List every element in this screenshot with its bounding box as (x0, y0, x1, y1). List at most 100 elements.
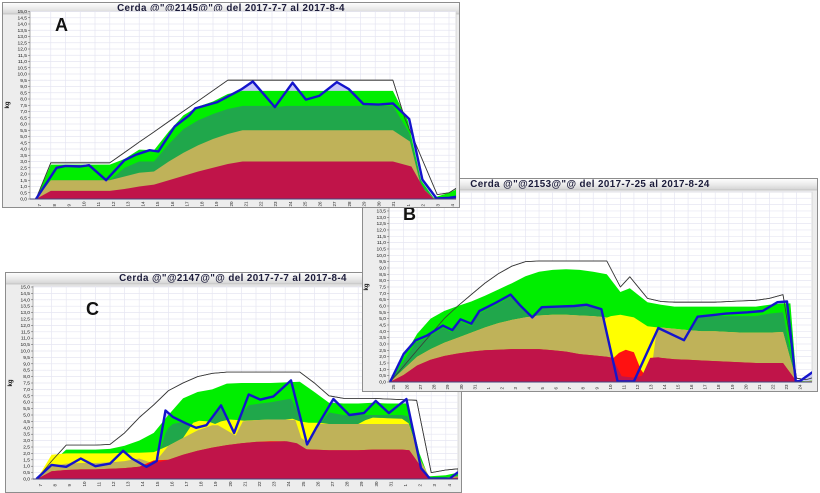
svg-text:2,0: 2,0 (379, 354, 386, 360)
svg-text:3,0: 3,0 (23, 438, 30, 444)
svg-text:1,5: 1,5 (23, 457, 30, 463)
svg-text:3,0: 3,0 (20, 159, 27, 165)
svg-text:4,5: 4,5 (20, 140, 27, 146)
svg-text:3,5: 3,5 (23, 432, 30, 438)
svg-text:22: 22 (258, 201, 263, 207)
svg-text:3,5: 3,5 (20, 153, 27, 159)
svg-text:13,0: 13,0 (376, 215, 386, 221)
svg-text:5,5: 5,5 (379, 310, 386, 316)
svg-text:1,0: 1,0 (20, 184, 27, 190)
svg-text:9,5: 9,5 (379, 259, 386, 265)
svg-text:13,0: 13,0 (20, 310, 30, 316)
svg-text:11,0: 11,0 (18, 59, 27, 65)
svg-text:13: 13 (648, 384, 653, 390)
svg-text:7,5: 7,5 (23, 381, 30, 387)
svg-text:0,5: 0,5 (379, 373, 386, 379)
svg-text:8,5: 8,5 (20, 90, 27, 96)
svg-text:1: 1 (406, 204, 411, 207)
svg-text:10,5: 10,5 (376, 246, 386, 252)
svg-text:11: 11 (96, 201, 101, 206)
svg-text:12: 12 (111, 481, 116, 487)
svg-text:25: 25 (301, 481, 306, 487)
svg-text:11: 11 (96, 481, 101, 486)
svg-text:7: 7 (38, 484, 43, 487)
svg-text:B: B (403, 204, 416, 224)
svg-text:24: 24 (288, 201, 293, 207)
svg-text:Cerda @"@2147@"@ del 2017-7-7: Cerda @"@2147@"@ del 2017-7-7 al 2017-8-… (119, 273, 347, 284)
svg-text:4,0: 4,0 (20, 147, 27, 153)
svg-text:29: 29 (445, 384, 450, 390)
svg-text:14,0: 14,0 (17, 22, 27, 28)
svg-text:8,0: 8,0 (23, 374, 30, 380)
svg-text:11,0: 11,0 (21, 336, 30, 342)
svg-text:12,5: 12,5 (17, 40, 27, 46)
svg-text:0,0: 0,0 (379, 380, 386, 386)
svg-text:2,5: 2,5 (379, 348, 386, 354)
svg-text:27: 27 (418, 384, 423, 390)
svg-text:4: 4 (447, 484, 452, 487)
svg-text:7: 7 (567, 387, 572, 390)
svg-text:26: 26 (315, 481, 320, 487)
svg-text:5,0: 5,0 (23, 413, 30, 419)
svg-text:11,0: 11,0 (377, 240, 386, 246)
svg-text:0,5: 0,5 (20, 190, 27, 196)
svg-text:9,0: 9,0 (379, 265, 386, 271)
svg-text:12,0: 12,0 (376, 227, 386, 233)
svg-text:1,0: 1,0 (23, 464, 30, 470)
svg-text:30: 30 (376, 201, 381, 207)
svg-text:13: 13 (126, 201, 131, 207)
svg-text:8: 8 (52, 204, 57, 207)
svg-text:6,0: 6,0 (379, 303, 386, 309)
svg-text:10: 10 (81, 201, 86, 207)
svg-text:1,5: 1,5 (379, 361, 386, 367)
svg-text:3: 3 (435, 204, 440, 207)
svg-text:31: 31 (388, 481, 393, 487)
svg-text:20: 20 (229, 201, 234, 207)
svg-text:9,0: 9,0 (20, 84, 27, 90)
svg-text:11,5: 11,5 (377, 234, 386, 240)
svg-text:2,0: 2,0 (23, 451, 30, 457)
svg-text:31: 31 (391, 201, 396, 207)
svg-text:16: 16 (169, 481, 174, 487)
svg-text:8: 8 (581, 387, 586, 390)
svg-text:1: 1 (403, 484, 408, 487)
svg-text:2,0: 2,0 (20, 172, 27, 178)
svg-text:23: 23 (272, 481, 277, 487)
svg-text:23: 23 (273, 201, 278, 207)
svg-text:27: 27 (332, 201, 337, 207)
svg-text:kg: kg (8, 379, 14, 386)
svg-text:3,0: 3,0 (379, 341, 386, 347)
svg-text:10,5: 10,5 (20, 342, 30, 348)
svg-text:1,5: 1,5 (20, 178, 27, 184)
svg-text:1: 1 (486, 387, 491, 390)
svg-text:0,0: 0,0 (20, 197, 27, 203)
svg-text:9: 9 (594, 387, 599, 390)
svg-text:10: 10 (82, 481, 87, 487)
svg-text:6: 6 (554, 387, 559, 390)
svg-text:20: 20 (228, 481, 233, 487)
svg-text:8: 8 (53, 484, 58, 487)
svg-text:A: A (55, 15, 68, 35)
svg-text:7: 7 (37, 204, 42, 207)
svg-text:6,0: 6,0 (20, 122, 27, 128)
svg-text:15,0: 15,0 (17, 9, 27, 15)
svg-text:5: 5 (540, 387, 545, 390)
svg-text:30: 30 (374, 481, 379, 487)
svg-text:2,5: 2,5 (23, 445, 30, 451)
svg-text:7,5: 7,5 (379, 284, 386, 290)
svg-text:5,5: 5,5 (20, 128, 27, 134)
svg-text:13,5: 13,5 (17, 28, 27, 34)
svg-text:2: 2 (499, 387, 504, 390)
svg-text:2: 2 (421, 204, 426, 207)
svg-text:21: 21 (242, 481, 247, 487)
svg-text:23: 23 (784, 384, 789, 390)
svg-text:4,0: 4,0 (23, 425, 30, 431)
svg-text:15: 15 (676, 384, 681, 390)
svg-text:6,0: 6,0 (23, 400, 30, 406)
svg-text:28: 28 (345, 481, 350, 487)
svg-text:26: 26 (317, 201, 322, 207)
svg-text:28: 28 (432, 384, 437, 390)
svg-text:4,5: 4,5 (379, 322, 386, 328)
svg-text:9: 9 (67, 484, 72, 487)
svg-text:13,5: 13,5 (376, 208, 386, 214)
